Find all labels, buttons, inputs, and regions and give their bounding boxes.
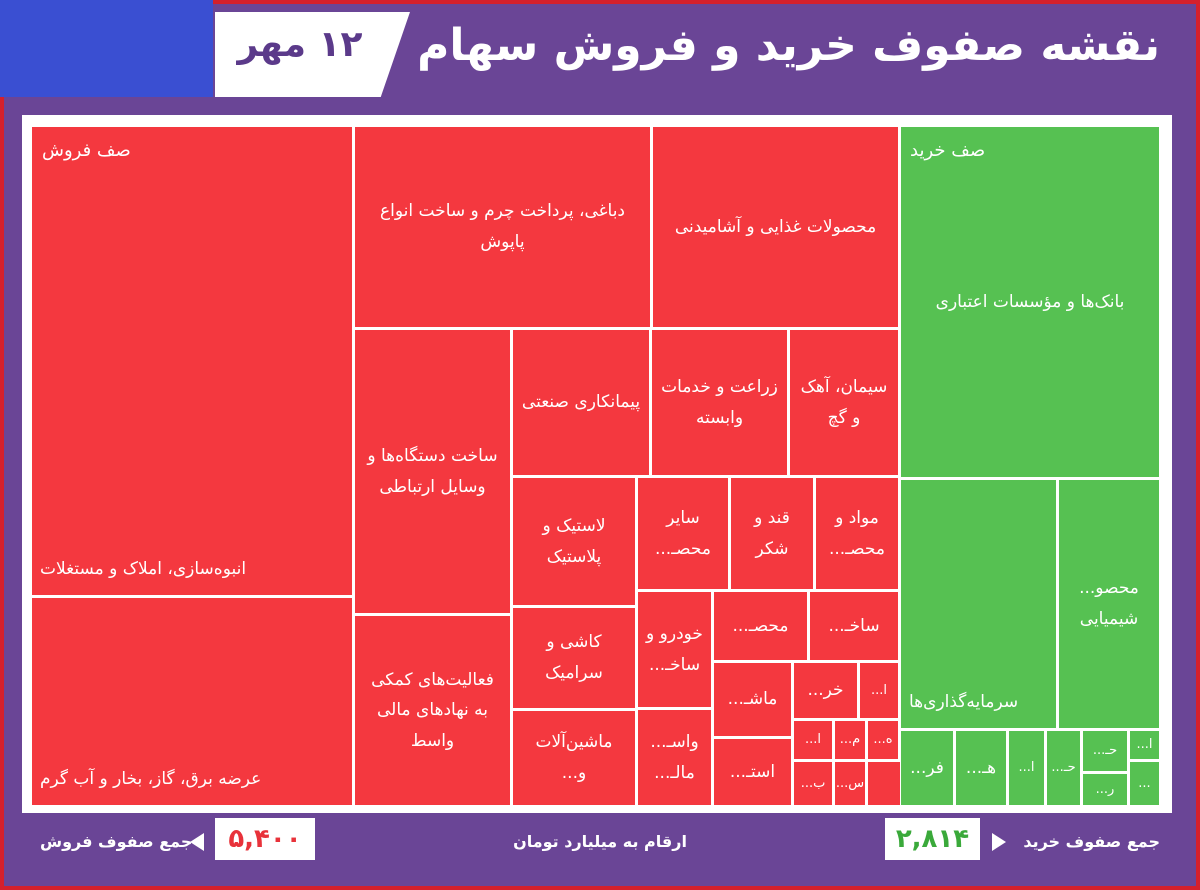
treemap-cell: س... xyxy=(835,762,865,805)
cell-label: بانک‌ها و مؤسسات اعتباری xyxy=(935,291,1125,312)
treemap-cell: عرضه برق، گاز، بخار و آب گرم xyxy=(32,598,352,805)
treemap-cell: ساخـ... xyxy=(810,592,898,660)
arrow xyxy=(190,833,204,851)
treemap-cell: سرمایه‌گذاری‌ها xyxy=(901,480,1056,728)
cell-label: حـ... xyxy=(1092,743,1118,759)
cell-label: مواد و محصـ... xyxy=(828,507,885,559)
treemap-cell xyxy=(884,762,900,805)
cell-label: پیمانکاری صنعتی xyxy=(521,392,641,413)
sell-total: ۵,۴۰۰ xyxy=(215,818,315,860)
date: ۱۲ مهر xyxy=(237,24,363,65)
cell-label: لاستیک و پلاستیک xyxy=(542,515,606,567)
treemap-cell: ا... xyxy=(794,721,832,759)
cell-label: محصـ... xyxy=(732,615,789,636)
treemap-cell: ماشین‌آلات و... xyxy=(513,711,635,805)
cell-label: دباغی، پرداخت چرم و ساخت انواع پاپوش xyxy=(379,201,625,252)
cell-label: ماشین‌آلات و... xyxy=(535,732,613,783)
treemap-cell: ا... xyxy=(860,663,898,718)
cell-label: سیمان، آهک و گچ xyxy=(800,376,888,428)
treemap-cell: پیمانکاری صنعتی xyxy=(513,330,649,475)
cell-label: عرضه برق، گاز، بخار و آب گرم xyxy=(40,769,262,790)
buy-total: ۲,۸۱۴ xyxy=(885,818,980,860)
cell-label: س... xyxy=(835,775,865,791)
unit-note: ارقام به میلیارد تومان xyxy=(513,832,687,851)
cell-label: ا... xyxy=(871,682,888,698)
treemap-cell: استـ... xyxy=(714,739,791,805)
treemap-cell: محصولات غذایی و آشامیدنی xyxy=(653,127,898,327)
treemap-cell: خر... xyxy=(794,663,857,718)
cell-label: محصولات غذایی و آشامیدنی xyxy=(674,216,877,237)
cell-label: واسـ... مالـ... xyxy=(650,731,699,783)
cell-label: ماشـ... xyxy=(727,689,778,710)
cell-label: ب... xyxy=(800,775,826,791)
treemap-cell: سیمان، آهک و گچ xyxy=(790,330,898,475)
treemap-cell: م... xyxy=(835,721,865,759)
cell-label: قند و شکر xyxy=(754,507,790,559)
treemap-cell: فر... xyxy=(901,731,953,805)
cell-label: انبوه‌سازی، املاک و مستغلات xyxy=(40,559,247,580)
treemap-cell: انبوه‌سازی، املاک و مستغلات xyxy=(32,127,352,595)
treemap-cell: خودرو و ساخـ... xyxy=(638,592,711,707)
treemap-cell: واسـ... مالـ... xyxy=(638,710,711,805)
buy-total-label: جمع صفوف خرید xyxy=(1023,832,1160,851)
treemap-cell: ر... xyxy=(1083,774,1127,805)
cell-label: فعالیت‌های کمکی به نهادهای مالی واسط xyxy=(371,669,494,751)
treemap-cell: کاشی و سرامیک xyxy=(513,608,635,708)
arrow xyxy=(992,833,1006,851)
treemap-cell xyxy=(868,762,884,805)
treemap-cell: مواد و محصـ... xyxy=(816,478,898,589)
corner-block xyxy=(0,0,213,97)
cell-label: هـ... xyxy=(965,757,997,778)
date-box xyxy=(215,12,410,97)
treemap-cell: ب... xyxy=(794,762,832,805)
treemap-cell: سایر محصـ... xyxy=(638,478,728,589)
title: نقشه صفوف خرید و فروش سهام xyxy=(417,20,1160,71)
treemap-cell: حـ... xyxy=(1047,731,1080,805)
treemap-cell: ماشـ... xyxy=(714,663,791,736)
treemap-cell: ... xyxy=(1130,762,1159,805)
queue-heading: صف خرید xyxy=(910,140,986,161)
sell-total-label: جمع صفوف فروش xyxy=(40,832,193,851)
cell-label: ساخـ... xyxy=(828,615,880,636)
cell-label: ... xyxy=(1138,775,1151,791)
treemap-cell: ا... xyxy=(1009,731,1044,805)
cell-label: حـ... xyxy=(1051,760,1076,776)
cell-label: ه... xyxy=(873,732,893,748)
treemap-cell: زراعت و خدمات وابسته xyxy=(652,330,787,475)
treemap-cell: محصـ... xyxy=(714,592,807,660)
cell-label: فر... xyxy=(910,757,944,778)
cell-label: محصو... شیمیایی xyxy=(1079,578,1139,629)
cell-label: ا... xyxy=(1136,737,1153,753)
treemap-cell: بانک‌ها و مؤسسات اعتباری xyxy=(901,127,1159,477)
treemap-cell: هـ... xyxy=(956,731,1006,805)
cell-label: سایر محصـ... xyxy=(654,507,711,559)
treemap-cell: ا... xyxy=(1130,731,1159,759)
treemap-cell: قند و شکر xyxy=(731,478,813,589)
treemap-cell: فعالیت‌های کمکی به نهادهای مالی واسط xyxy=(355,616,510,805)
treemap-cell: لاستیک و پلاستیک xyxy=(513,478,635,605)
cell-label: ر... xyxy=(1095,781,1115,797)
cell-label: کاشی و سرامیک xyxy=(545,632,603,683)
queue-heading: صف فروش xyxy=(42,140,131,161)
treemap-cell: ساخت دستگاه‌ها و وسایل ارتباطی xyxy=(355,330,510,613)
cell-label: زراعت و خدمات وابسته xyxy=(661,376,778,428)
cell-label: ا... xyxy=(805,732,822,748)
treemap-cell: ه... xyxy=(868,721,898,759)
cell-label: سرمایه‌گذاری‌ها xyxy=(909,692,1019,713)
treemap-cell: محصو... شیمیایی xyxy=(1059,480,1159,728)
cell-label: خر... xyxy=(807,680,844,701)
cell-label: خودرو و ساخـ... xyxy=(646,623,703,675)
cell-label: ا... xyxy=(1018,760,1035,776)
treemap-cell: دباغی، پرداخت چرم و ساخت انواع پاپوش xyxy=(355,127,650,327)
treemap-cell: حـ... xyxy=(1083,731,1127,771)
cell-label: استـ... xyxy=(729,761,776,782)
cell-label: م... xyxy=(839,732,861,748)
cell-label: ساخت دستگاه‌ها و وسایل ارتباطی xyxy=(367,445,498,497)
